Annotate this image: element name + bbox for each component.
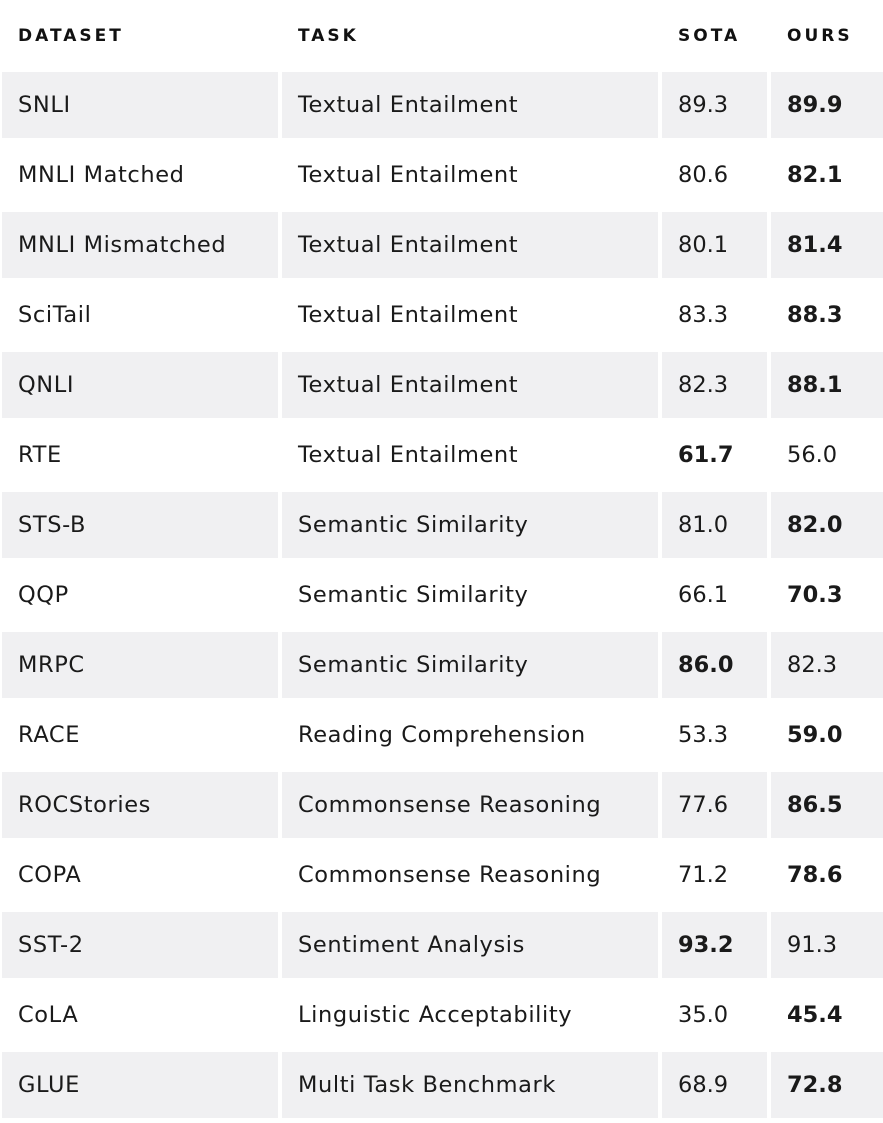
cell-sota: 89.3 (662, 72, 767, 138)
cell-ours: 82.3 (771, 632, 883, 698)
cell-task: Multi Task Benchmark (282, 1052, 658, 1118)
cell-task: Textual Entailment (282, 352, 658, 418)
cell-task: Textual Entailment (282, 142, 658, 208)
table-row: RTE Textual Entailment 61.7 56.0 (2, 422, 883, 488)
cell-dataset: RACE (2, 702, 278, 768)
table-row: SciTail Textual Entailment 83.3 88.3 (2, 282, 883, 348)
cell-ours: 88.1 (771, 352, 883, 418)
cell-dataset: GLUE (2, 1052, 278, 1118)
cell-sota: 83.3 (662, 282, 767, 348)
cell-task: Textual Entailment (282, 282, 658, 348)
cell-ours: 82.0 (771, 492, 883, 558)
cell-ours: 91.3 (771, 912, 883, 978)
table-row: RACE Reading Comprehension 53.3 59.0 (2, 702, 883, 768)
header-sota: SOTA (662, 4, 767, 68)
cell-dataset: MNLI Mismatched (2, 212, 278, 278)
cell-sota: 86.0 (662, 632, 767, 698)
cell-task: Reading Comprehension (282, 702, 658, 768)
cell-dataset: MNLI Matched (2, 142, 278, 208)
cell-sota: 68.9 (662, 1052, 767, 1118)
table-row: STS-B Semantic Similarity 81.0 82.0 (2, 492, 883, 558)
cell-task: Textual Entailment (282, 72, 658, 138)
table-row: MNLI Mismatched Textual Entailment 80.1 … (2, 212, 883, 278)
cell-sota: 93.2 (662, 912, 767, 978)
cell-sota: 66.1 (662, 562, 767, 628)
cell-ours: 56.0 (771, 422, 883, 488)
cell-task: Textual Entailment (282, 212, 658, 278)
header-dataset: DATASET (2, 4, 278, 68)
cell-ours: 89.9 (771, 72, 883, 138)
cell-task: Commonsense Reasoning (282, 842, 658, 908)
cell-ours: 86.5 (771, 772, 883, 838)
table-row: GLUE Multi Task Benchmark 68.9 72.8 (2, 1052, 883, 1118)
cell-dataset: ROCStories (2, 772, 278, 838)
cell-sota: 77.6 (662, 772, 767, 838)
table-row: CoLA Linguistic Acceptability 35.0 45.4 (2, 982, 883, 1048)
table-body: SNLI Textual Entailment 89.3 89.9 MNLI M… (2, 72, 883, 1118)
cell-task: Semantic Similarity (282, 632, 658, 698)
table-row: MRPC Semantic Similarity 86.0 82.3 (2, 632, 883, 698)
cell-ours: 82.1 (771, 142, 883, 208)
table-row: SST-2 Sentiment Analysis 93.2 91.3 (2, 912, 883, 978)
cell-task: Sentiment Analysis (282, 912, 658, 978)
cell-sota: 80.6 (662, 142, 767, 208)
cell-sota: 82.3 (662, 352, 767, 418)
cell-sota: 61.7 (662, 422, 767, 488)
table-row: ROCStories Commonsense Reasoning 77.6 86… (2, 772, 883, 838)
cell-dataset: QQP (2, 562, 278, 628)
cell-dataset: SNLI (2, 72, 278, 138)
table-row: QNLI Textual Entailment 82.3 88.1 (2, 352, 883, 418)
cell-task: Semantic Similarity (282, 492, 658, 558)
cell-dataset: STS-B (2, 492, 278, 558)
header-task: TASK (282, 4, 658, 68)
table-row: QQP Semantic Similarity 66.1 70.3 (2, 562, 883, 628)
cell-ours: 88.3 (771, 282, 883, 348)
cell-ours: 45.4 (771, 982, 883, 1048)
cell-ours: 78.6 (771, 842, 883, 908)
cell-ours: 70.3 (771, 562, 883, 628)
cell-ours: 81.4 (771, 212, 883, 278)
cell-dataset: COPA (2, 842, 278, 908)
cell-sota: 35.0 (662, 982, 767, 1048)
cell-dataset: MRPC (2, 632, 278, 698)
table-row: MNLI Matched Textual Entailment 80.6 82.… (2, 142, 883, 208)
header-ours: OURS (771, 4, 883, 68)
cell-sota: 53.3 (662, 702, 767, 768)
table-row: COPA Commonsense Reasoning 71.2 78.6 (2, 842, 883, 908)
cell-dataset: SST-2 (2, 912, 278, 978)
cell-task: Commonsense Reasoning (282, 772, 658, 838)
cell-sota: 80.1 (662, 212, 767, 278)
cell-sota: 71.2 (662, 842, 767, 908)
cell-dataset: SciTail (2, 282, 278, 348)
cell-task: Linguistic Acceptability (282, 982, 658, 1048)
cell-ours: 72.8 (771, 1052, 883, 1118)
cell-task: Semantic Similarity (282, 562, 658, 628)
cell-ours: 59.0 (771, 702, 883, 768)
cell-dataset: CoLA (2, 982, 278, 1048)
cell-dataset: RTE (2, 422, 278, 488)
table-row: SNLI Textual Entailment 89.3 89.9 (2, 72, 883, 138)
cell-dataset: QNLI (2, 352, 278, 418)
header-row: DATASET TASK SOTA OURS (2, 4, 883, 68)
cell-task: Textual Entailment (282, 422, 658, 488)
cell-sota: 81.0 (662, 492, 767, 558)
